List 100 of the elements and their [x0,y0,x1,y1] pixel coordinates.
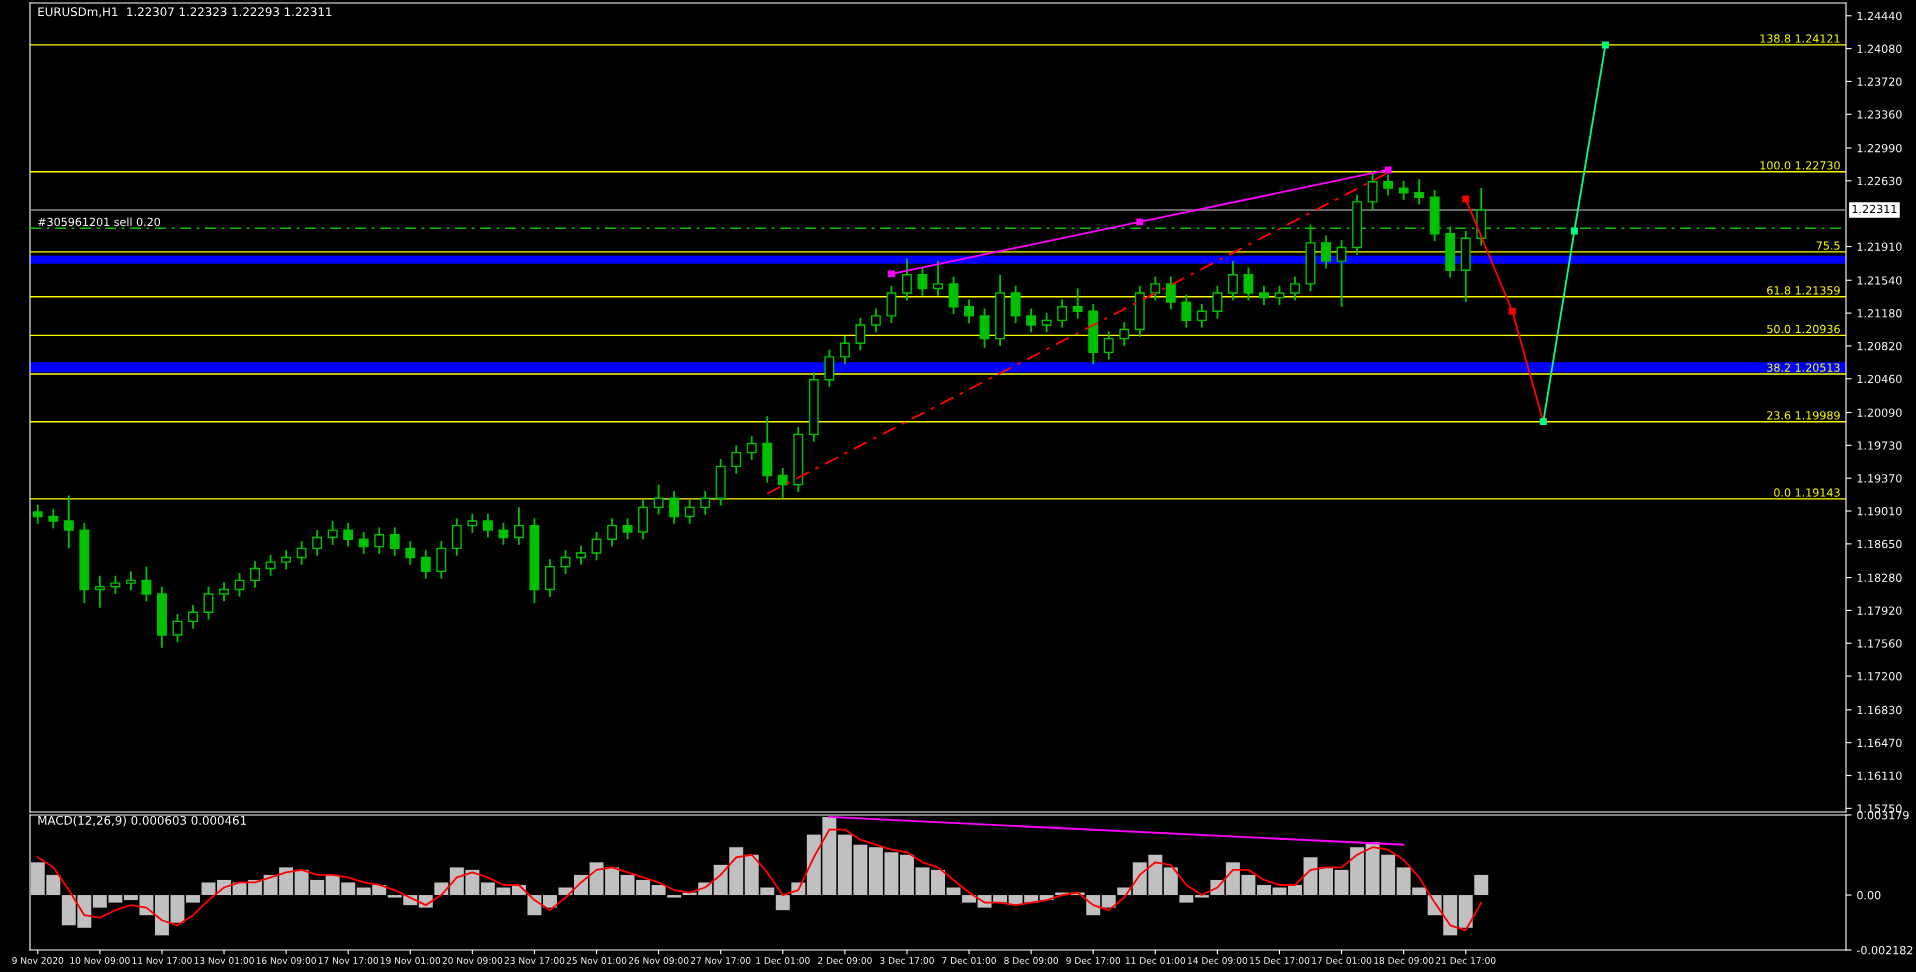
bar [1288,884,1302,896]
candlestick [746,435,757,461]
candlestick [855,316,866,352]
candlestick [591,531,602,562]
y-tick-label: 1.17560 [1857,639,1902,648]
y-tick-label: 1.15750 [1857,804,1902,813]
candlestick [94,574,105,609]
y-tick-label: 1.20460 [1857,374,1902,384]
point [1601,41,1609,49]
x-tick-label: 1 Dec 01:00 [756,957,810,964]
x-tick-label: 17 Dec 01:00 [1312,957,1372,964]
x-tick-label: 25 Nov 01:00 [566,957,627,964]
x-tick-label: 18 Dec 09:00 [1374,957,1434,964]
candlestick [343,521,354,548]
candlestick [1367,169,1378,211]
candlestick [498,521,509,546]
y-tick-label: 0.003179 [1857,810,1909,820]
bar [1179,895,1194,903]
x-tick-label: 27 Nov 17:00 [690,957,751,964]
y-tick-label: 1.18280 [1857,573,1902,582]
candlestick [125,570,136,592]
bar [1163,867,1178,896]
bar [667,895,682,898]
candlestick [1103,330,1114,361]
bar [1101,895,1116,908]
x-tick-label: 19 Nov 01:00 [380,957,441,964]
candlestick [545,558,555,598]
candlestick [1212,284,1223,320]
candlestick [141,565,152,603]
x-tick-label: 21 Dec 17:00 [1436,957,1496,964]
candlestick [467,512,478,534]
bar [527,895,542,916]
candlestick [1196,303,1207,329]
candlestick [1150,275,1161,302]
chart-title: EURUSDm,H1 1.22307 1.22323 1.22293 1.22311 [38,7,332,18]
y-tick-label: 1.19730 [1857,441,1902,450]
candlestick [219,581,229,603]
candlestick [265,553,276,577]
point [1508,307,1516,315]
candlestick [1290,275,1300,302]
y-tick-label: 1.17920 [1857,606,1902,615]
x-tick-label: 10 Nov 09:00 [70,957,130,964]
candlestick [1227,260,1238,302]
candlestick [250,560,261,589]
candlestick [451,517,462,557]
y-tick-label: 1.19370 [1857,474,1902,483]
candlestick [901,257,912,302]
x-tick-label: 20 Nov 09:00 [442,957,503,964]
y-tick-label: 1.20090 [1857,408,1902,417]
candlestick [839,334,850,366]
candlestick [63,494,74,550]
candlestick [389,526,400,557]
bar [1194,895,1209,898]
point [1136,218,1144,226]
x-tick-label: 2 Dec 09:00 [818,957,872,964]
y-tick-label: 1.16110 [1857,771,1902,780]
candlestick [607,517,618,548]
candlestick [964,298,975,325]
ref-line-label: 38.2 1.20513 [1767,363,1840,372]
candlestick [777,467,788,500]
ref-line-label: 138.8 1.24121 [1760,34,1840,43]
point [1384,166,1392,174]
point [887,270,895,278]
candlestick [933,260,943,297]
candlestick [1010,284,1021,325]
candlestick [948,275,959,315]
y-tick-label: 0.00 [1857,891,1881,900]
candlestick [1383,173,1394,197]
candlestick [1398,179,1409,201]
candlestick [886,284,897,325]
y-tick-label: 1.24080 [1857,44,1902,53]
x-tick-label: 14 Dec 09:00 [1188,957,1248,964]
candlestick [979,307,990,349]
candlestick [374,526,385,555]
candlestick [684,499,695,525]
line-series [36,828,1483,932]
bar [931,869,945,896]
bar [651,884,666,896]
x-tick-label: 15 Dec 17:00 [1250,957,1310,964]
candlestick [1274,284,1285,306]
bar [946,887,961,896]
candlestick [420,549,431,580]
candlestick [700,490,711,516]
chart-title: MACD(12,26,9) 0.000603 0.000461 [38,815,246,827]
candlestick [669,490,680,525]
candlestick [576,544,586,566]
x-tick-label: 7 Dec 01:00 [942,957,996,964]
ref-line-label: 61.8 1.21359 [1767,286,1840,295]
ref-line-label: 0.0 1.19143 [1774,488,1840,497]
ref-line-label: 50.0 1.20936 [1767,324,1840,334]
candlestick [203,585,214,621]
y-tick-label: 1.22630 [1857,176,1902,186]
x-tick-label: 13 Nov 01:00 [194,957,254,964]
candlestick [1414,178,1425,206]
candlestick [824,348,835,388]
y-tick-label: 1.21910 [1857,242,1902,251]
y-tick-label: 1.16470 [1857,738,1902,748]
candlestick [513,506,524,546]
candlestick [1026,307,1037,334]
candlestick [1321,234,1331,270]
